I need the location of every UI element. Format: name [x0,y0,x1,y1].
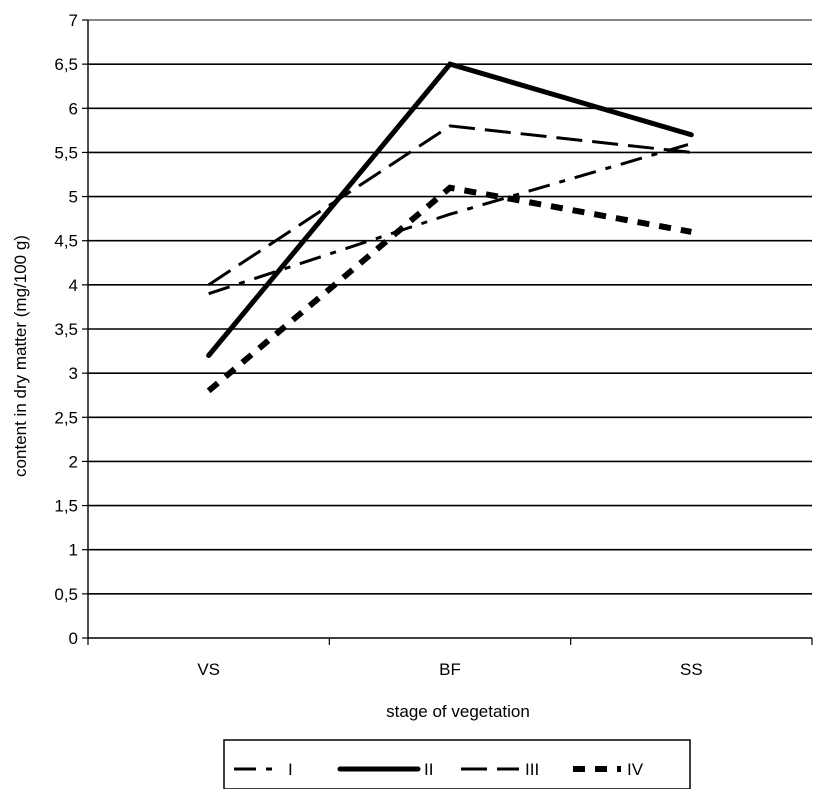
x-axis-label: stage of vegetation [386,702,530,721]
y-tick-label: 0 [69,629,78,648]
legend: I II III IV [223,739,691,790]
y-tick-label: 4,5 [54,232,78,251]
y-tick-label: 5,5 [54,143,78,162]
y-tick-label: 3 [69,364,78,383]
legend-label-IV: IV [627,760,644,779]
x-tick-label: BF [439,660,461,679]
y-tick-label: 6 [69,99,78,118]
x-tick-label: SS [680,660,703,679]
y-tick-label: 2,5 [54,408,78,427]
legend-label-I: I [288,760,293,779]
y-tick-label: 3,5 [54,320,78,339]
series-line-III [207,124,692,287]
y-tick-label: 5 [69,188,78,207]
series-line-II [206,61,694,358]
series-lines [206,61,694,394]
series-line-I [208,142,692,296]
axes [82,19,813,645]
y-axis-label: content in dry matter (mg/100 g) [11,235,30,477]
y-tick-label: 7 [69,11,78,30]
series-line-IV [206,184,692,394]
y-tick-label: 6,5 [54,55,78,74]
grid-lines [88,19,812,595]
y-tick-label: 2 [69,452,78,471]
y-tick-label: 0,5 [54,585,78,604]
y-tick-label: 1,5 [54,497,78,516]
y-tick-label: 4 [69,276,78,295]
y-tick-label: 1 [69,541,78,560]
x-tick-label: VS [197,660,220,679]
legend-box [223,739,691,790]
legend-label-II: II [424,760,433,779]
legend-label-III: III [525,760,539,779]
tick-labels: 0 0,5 1 1,5 2 2,5 3 3,5 4 4,5 5 5,5 6 6,5 7 VS BF SS [54,11,702,679]
